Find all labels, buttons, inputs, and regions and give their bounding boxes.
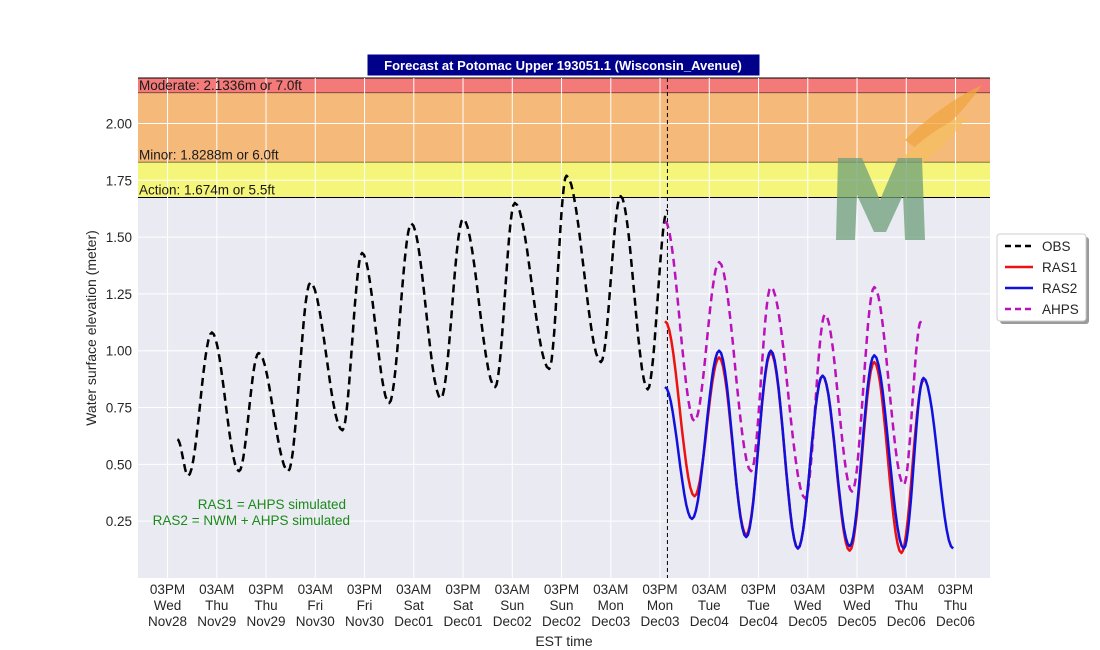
legend-box <box>996 233 1087 322</box>
x-tick-label-1: 03AM Thu Nov29 <box>197 582 236 629</box>
y-tick-label-4: 1.25 <box>106 287 132 302</box>
band-labels: Moderate: 2.1336m or 7.0ft Minor: 1.8288m… <box>139 78 302 197</box>
x-tick-label-5: 03AM Sat Dec01 <box>394 582 433 629</box>
chart-title: Forecast at Potomac Upper 193051.1 (Wisc… <box>384 58 742 73</box>
x-tick-label-13: 03AM Wed Dec05 <box>788 582 827 629</box>
series-lines <box>176 174 955 555</box>
legend-label-ras1: RAS1 <box>1042 260 1077 275</box>
band-1 <box>138 93 990 163</box>
y-tick-label-2: 0.75 <box>106 401 132 416</box>
x-tick-label-16: 03PM Thu Dec06 <box>936 582 975 629</box>
band-label-2: Action: 1.674m or 5.5ft <box>139 183 275 198</box>
x-tick-label-3: 03AM Fri Nov30 <box>296 582 335 629</box>
x-tick-label-11: 03AM Tue Dec04 <box>690 582 730 629</box>
m-logo-watermark <box>836 85 982 240</box>
x-tick-label-2: 03PM Thu Nov29 <box>247 582 286 629</box>
y-tick-label-5: 1.50 <box>106 230 132 245</box>
annotation-ras1: RAS1 = AHPS simulated <box>198 497 346 512</box>
y-tick-label-7: 2.00 <box>106 116 132 131</box>
x-tick-label-0: 03PM Wed Nov28 <box>148 582 187 629</box>
y-tick-label-3: 1.00 <box>106 344 132 359</box>
x-tick-label-14: 03PM Wed Dec05 <box>838 582 877 629</box>
x-tick-label-15: 03AM Thu Dec06 <box>887 582 926 629</box>
x-tick-label-9: 03AM Mon Dec03 <box>591 582 630 629</box>
y-tick-label-1: 0.50 <box>106 457 132 472</box>
x-axis-label: EST time <box>535 633 593 649</box>
x-tick-label-7: 03AM Sun Dec02 <box>493 582 532 629</box>
band-label-0: Moderate: 2.1336m or 7.0ft <box>139 78 302 93</box>
x-tick-label-4: 03PM Fri Nov30 <box>345 582 384 629</box>
y-tick-label-6: 1.75 <box>106 173 132 188</box>
x-tick-label-6: 03PM Sat Dec01 <box>444 582 483 629</box>
series-line-obs <box>176 174 669 477</box>
series-line-ahps <box>664 220 923 500</box>
chart-title-box <box>366 53 761 77</box>
y-axis-ticks: 0.25 0.50 0.75 1.00 1.25 1.50 1.75 2.00 <box>106 116 132 529</box>
band-0 <box>138 78 990 94</box>
annotation-ras2: RAS2 = NWM + AHPS simulated <box>153 513 350 528</box>
x-axis-ticks: 03PM Wed Nov28 03AM Thu Nov29 03PM Thu Nov29 03AM… <box>148 582 975 629</box>
legend-label-ahps: AHPS <box>1042 302 1079 317</box>
legend-label-ras2: RAS2 <box>1042 281 1077 296</box>
x-tick-label-8: 03PM Sun Dec02 <box>542 582 581 629</box>
series-line-ras2 <box>664 349 955 550</box>
legend-label-obs: OBS <box>1042 239 1071 254</box>
y-axis-label: Water surface elevation (meter) <box>83 230 99 426</box>
x-tick-label-12: 03PM Tue Dec04 <box>739 582 779 629</box>
legend: OBS RAS1 RAS2 AHPS <box>996 233 1089 324</box>
y-tick-label-0: 0.25 <box>106 514 132 529</box>
band-label-1: Minor: 1.8288m or 6.0ft <box>139 147 279 162</box>
x-tick-label-10: 03PM Mon Dec03 <box>641 582 680 629</box>
